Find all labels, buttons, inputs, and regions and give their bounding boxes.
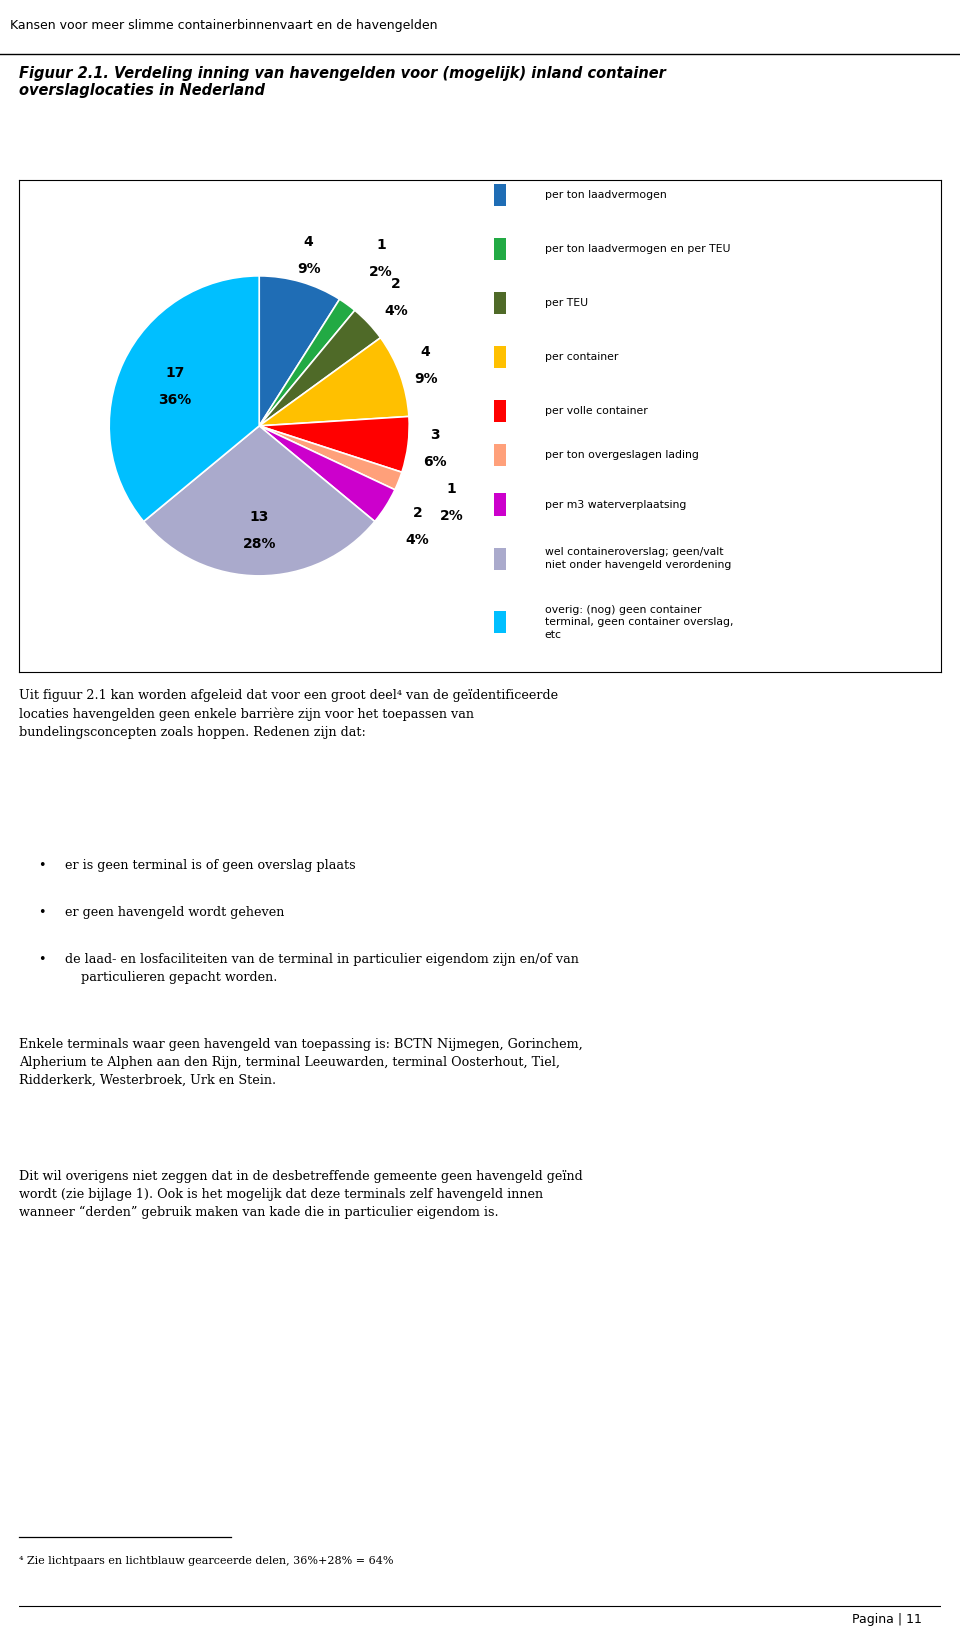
Wedge shape [259, 337, 409, 426]
Text: 9%: 9% [297, 262, 321, 277]
Text: 36%: 36% [158, 393, 192, 406]
Wedge shape [259, 300, 355, 426]
Wedge shape [259, 310, 380, 426]
Text: Kansen voor meer slimme containerbinnenvaart en de havengelden: Kansen voor meer slimme containerbinnenv… [10, 20, 437, 33]
Text: per container: per container [544, 352, 618, 362]
Text: er geen havengeld wordt geheven: er geen havengeld wordt geheven [65, 906, 285, 919]
Text: wel containeroverslag; geen/valt
niet onder havengeld verordening: wel containeroverslag; geen/valt niet on… [544, 547, 731, 570]
Text: 9%: 9% [414, 372, 438, 387]
Wedge shape [259, 426, 395, 521]
Text: Enkele terminals waar geen havengeld van toepassing is: BCTN Nijmegen, Gorinchem: Enkele terminals waar geen havengeld van… [19, 1038, 583, 1086]
Text: Uit figuur 2.1 kan worden afgeleid dat voor een groot deel⁴ van de geïdentificee: Uit figuur 2.1 kan worden afgeleid dat v… [19, 690, 559, 739]
Text: ⁴ Zie lichtpaars en lichtblauw gearceerde delen, 36%+28% = 64%: ⁴ Zie lichtpaars en lichtblauw gearceerd… [19, 1556, 394, 1566]
Wedge shape [144, 426, 374, 577]
Text: de laad- en losfaciliteiten van de terminal in particulier eigendom zijn en/of v: de laad- en losfaciliteiten van de termi… [65, 953, 579, 984]
Text: 2%: 2% [369, 265, 393, 278]
Text: 4%: 4% [384, 305, 408, 318]
Text: •: • [37, 858, 45, 871]
Text: 17: 17 [165, 365, 184, 380]
FancyBboxPatch shape [493, 400, 506, 423]
FancyBboxPatch shape [493, 238, 506, 260]
Wedge shape [259, 426, 402, 490]
FancyBboxPatch shape [493, 493, 506, 516]
Text: 13: 13 [250, 511, 269, 524]
Text: 28%: 28% [243, 537, 276, 552]
Text: 1: 1 [376, 238, 386, 252]
Text: per ton laadvermogen en per TEU: per ton laadvermogen en per TEU [544, 244, 730, 254]
Text: 4%: 4% [406, 532, 429, 547]
Text: per ton laadvermogen: per ton laadvermogen [544, 190, 666, 200]
Text: •: • [37, 953, 45, 966]
Text: per ton overgeslagen lading: per ton overgeslagen lading [544, 450, 698, 460]
Text: •: • [37, 906, 45, 919]
Wedge shape [109, 275, 259, 521]
FancyBboxPatch shape [493, 444, 506, 467]
Text: 1: 1 [446, 482, 457, 496]
FancyBboxPatch shape [493, 292, 506, 314]
Wedge shape [259, 275, 340, 426]
Text: per m3 waterverplaatsing: per m3 waterverplaatsing [544, 500, 685, 509]
Wedge shape [259, 416, 409, 472]
Text: 6%: 6% [423, 455, 446, 468]
Text: per volle container: per volle container [544, 406, 647, 416]
FancyBboxPatch shape [493, 346, 506, 369]
FancyBboxPatch shape [493, 547, 506, 570]
Text: 2: 2 [391, 277, 400, 292]
Text: 3: 3 [430, 428, 440, 442]
Text: 2%: 2% [440, 508, 464, 523]
FancyBboxPatch shape [493, 183, 506, 206]
Text: 2: 2 [413, 506, 422, 519]
Text: er is geen terminal is of geen overslag plaats: er is geen terminal is of geen overslag … [65, 858, 356, 871]
FancyBboxPatch shape [493, 611, 506, 634]
Text: 4: 4 [303, 236, 314, 249]
Text: 4: 4 [420, 346, 431, 359]
Text: per TEU: per TEU [544, 298, 588, 308]
Text: Pagina | 11: Pagina | 11 [852, 1613, 923, 1627]
Text: Figuur 2.1. Verdeling inning van havengelden voor (mogelijk) inland container
ov: Figuur 2.1. Verdeling inning van havenge… [19, 66, 666, 98]
Text: overig: (nog) geen container
terminal, geen container overslag,
etc: overig: (nog) geen container terminal, g… [544, 604, 733, 640]
Text: Dit wil overigens niet zeggen dat in de desbetreffende gemeente geen havengeld g: Dit wil overigens niet zeggen dat in de … [19, 1170, 583, 1219]
